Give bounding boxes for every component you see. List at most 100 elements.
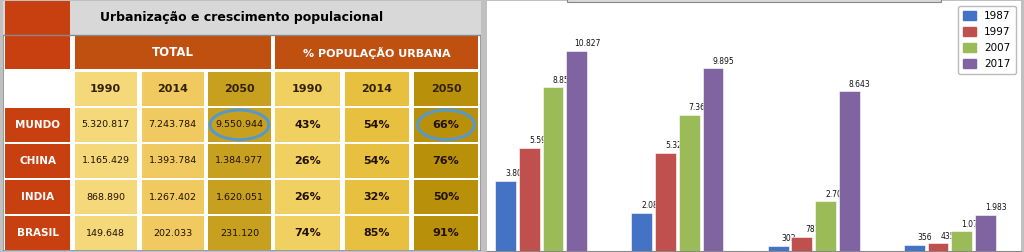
Bar [792, 237, 812, 251]
FancyBboxPatch shape [275, 216, 340, 250]
Text: 781: 781 [805, 225, 819, 234]
FancyBboxPatch shape [209, 180, 270, 214]
FancyBboxPatch shape [275, 36, 478, 70]
Text: 26%: 26% [294, 192, 321, 202]
FancyBboxPatch shape [344, 144, 409, 178]
Ellipse shape [210, 110, 269, 140]
FancyBboxPatch shape [414, 108, 478, 142]
Text: 7.243.784: 7.243.784 [148, 120, 197, 129]
FancyBboxPatch shape [344, 180, 409, 214]
Text: 356: 356 [918, 233, 932, 242]
FancyBboxPatch shape [141, 144, 204, 178]
Bar [839, 91, 859, 251]
Bar [768, 246, 788, 251]
FancyBboxPatch shape [75, 144, 137, 178]
Text: 5.591: 5.591 [529, 136, 551, 145]
Text: 1.620.051: 1.620.051 [215, 193, 263, 202]
Text: 26%: 26% [294, 156, 321, 166]
FancyBboxPatch shape [75, 72, 137, 106]
Bar [702, 68, 723, 251]
Text: % POPULAÇÃO URBANA: % POPULAÇÃO URBANA [303, 47, 451, 59]
Text: 9.895: 9.895 [713, 57, 734, 66]
Text: 3.807: 3.807 [505, 169, 527, 178]
Text: 8.852: 8.852 [553, 76, 574, 85]
Bar [904, 245, 925, 251]
Text: 10.827: 10.827 [574, 40, 600, 48]
Text: 9.550.944: 9.550.944 [215, 120, 263, 129]
Text: 1990: 1990 [292, 84, 324, 94]
Bar [655, 153, 676, 251]
Ellipse shape [418, 110, 474, 140]
FancyBboxPatch shape [344, 108, 409, 142]
Bar [975, 214, 995, 251]
FancyBboxPatch shape [141, 108, 204, 142]
FancyBboxPatch shape [275, 72, 340, 106]
FancyBboxPatch shape [141, 72, 204, 106]
Text: 149.648: 149.648 [86, 229, 125, 238]
Text: 74%: 74% [294, 228, 321, 238]
Text: CHINA: CHINA [19, 156, 56, 166]
FancyBboxPatch shape [75, 36, 270, 70]
Text: 231.120: 231.120 [220, 229, 259, 238]
Text: 435: 435 [941, 232, 955, 241]
Text: 2014: 2014 [157, 84, 188, 94]
FancyBboxPatch shape [275, 144, 340, 178]
FancyBboxPatch shape [141, 216, 204, 250]
FancyBboxPatch shape [75, 108, 137, 142]
FancyBboxPatch shape [209, 144, 270, 178]
Text: 2.087: 2.087 [641, 201, 664, 210]
FancyBboxPatch shape [5, 180, 70, 214]
Text: 5.321: 5.321 [666, 141, 687, 150]
Text: BRASIL: BRASIL [16, 228, 58, 238]
Bar [519, 148, 540, 251]
Bar [543, 87, 563, 251]
Text: 1.393.784: 1.393.784 [148, 156, 197, 166]
Text: 7.369: 7.369 [689, 104, 711, 112]
Text: 1.077: 1.077 [962, 220, 983, 229]
FancyBboxPatch shape [414, 180, 478, 214]
Text: 54%: 54% [364, 120, 390, 130]
Text: 54%: 54% [364, 156, 390, 166]
Text: 1.267.402: 1.267.402 [148, 193, 197, 202]
Text: 66%: 66% [432, 120, 460, 130]
Bar [496, 181, 516, 251]
Text: INDIA: INDIA [22, 192, 54, 202]
Bar [566, 51, 587, 251]
Bar [951, 231, 972, 251]
FancyBboxPatch shape [275, 180, 340, 214]
Bar [679, 115, 699, 251]
Text: MUNDO: MUNDO [15, 120, 60, 130]
Text: 85%: 85% [364, 228, 390, 238]
Text: 202.033: 202.033 [153, 229, 193, 238]
Text: 5.320.817: 5.320.817 [82, 120, 130, 129]
Text: 50%: 50% [433, 192, 459, 202]
FancyBboxPatch shape [209, 72, 270, 106]
Text: TOTAL: TOTAL [152, 46, 194, 59]
FancyBboxPatch shape [75, 180, 137, 214]
FancyBboxPatch shape [141, 180, 204, 214]
FancyBboxPatch shape [3, 1, 480, 251]
FancyBboxPatch shape [5, 144, 70, 178]
Legend: 1987, 1997, 2007, 2017: 1987, 1997, 2007, 2017 [958, 6, 1016, 75]
Text: 1990: 1990 [90, 84, 121, 94]
Text: 2050: 2050 [224, 84, 255, 94]
FancyBboxPatch shape [414, 72, 478, 106]
Text: 1.983: 1.983 [985, 203, 1007, 212]
Text: 2.703: 2.703 [825, 190, 847, 199]
Text: 1.165.429: 1.165.429 [82, 156, 130, 166]
FancyBboxPatch shape [209, 216, 270, 250]
FancyBboxPatch shape [275, 108, 340, 142]
Text: 32%: 32% [364, 192, 390, 202]
Text: 76%: 76% [432, 156, 460, 166]
Bar [632, 213, 652, 251]
FancyBboxPatch shape [5, 108, 70, 142]
Text: 2014: 2014 [361, 84, 392, 94]
Text: 2050: 2050 [431, 84, 462, 94]
FancyBboxPatch shape [209, 108, 270, 142]
Bar [928, 243, 948, 251]
Text: 8.643: 8.643 [849, 80, 870, 89]
Text: 43%: 43% [294, 120, 321, 130]
FancyBboxPatch shape [414, 216, 478, 250]
FancyBboxPatch shape [3, 1, 480, 35]
FancyBboxPatch shape [75, 216, 137, 250]
